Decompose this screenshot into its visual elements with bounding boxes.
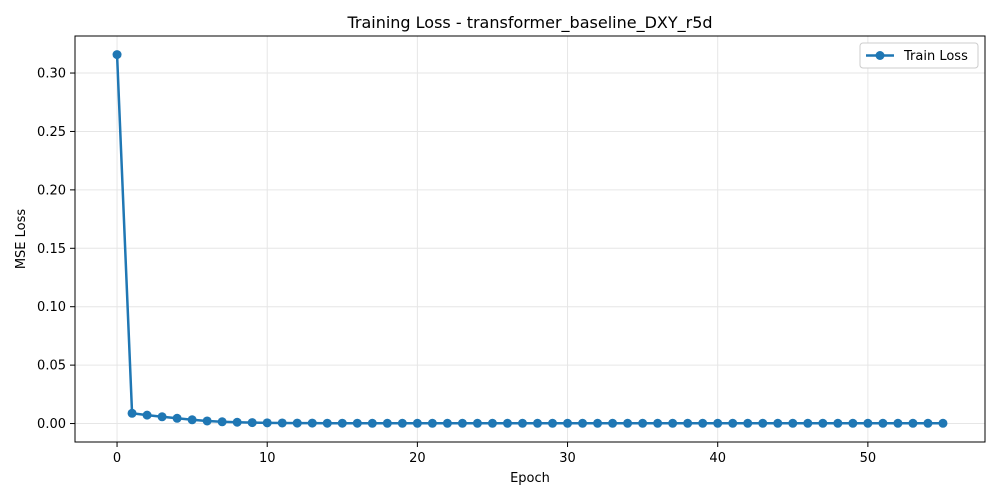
legend-box bbox=[859, 42, 979, 69]
data-point bbox=[172, 413, 182, 423]
y-tick-label: 0.15 bbox=[37, 242, 66, 257]
x-tick-label: 10 bbox=[259, 451, 276, 466]
data-point bbox=[412, 418, 422, 428]
data-point bbox=[683, 418, 693, 428]
data-point bbox=[442, 418, 452, 428]
data-point bbox=[472, 418, 482, 428]
x-tick-label: 0 bbox=[113, 451, 121, 466]
x-tick-label: 50 bbox=[860, 451, 877, 466]
data-point bbox=[923, 418, 933, 428]
data-point bbox=[307, 418, 317, 428]
data-point bbox=[187, 415, 197, 425]
data-point bbox=[938, 418, 948, 428]
data-point bbox=[112, 50, 122, 60]
data-point bbox=[578, 418, 588, 428]
y-axis-label: MSE Loss bbox=[14, 209, 29, 270]
y-tick-label: 0.00 bbox=[37, 417, 66, 432]
data-point bbox=[743, 418, 753, 428]
chart-title: Training Loss - transformer_baseline_DXY… bbox=[346, 13, 712, 33]
data-point bbox=[247, 418, 257, 428]
x-tick-label: 30 bbox=[559, 451, 576, 466]
data-point bbox=[818, 418, 828, 428]
data-point bbox=[698, 418, 708, 428]
data-point bbox=[367, 418, 377, 428]
series-layer bbox=[112, 50, 948, 428]
data-point bbox=[142, 410, 152, 420]
data-point bbox=[563, 418, 573, 428]
tick-layer: 0 10 20 30 40 50 0.00 0.05 0.10 0.15 0.20 0.25 0.30 bbox=[37, 67, 876, 466]
data-point bbox=[202, 416, 212, 426]
data-point bbox=[262, 418, 272, 428]
y-tick-label: 0.30 bbox=[37, 67, 66, 82]
data-point bbox=[833, 418, 843, 428]
data-point bbox=[593, 418, 603, 428]
x-axis-label: Epoch bbox=[510, 471, 550, 486]
data-point bbox=[502, 418, 512, 428]
data-point bbox=[337, 418, 347, 428]
data-point bbox=[127, 408, 137, 418]
data-point bbox=[638, 418, 648, 428]
data-point bbox=[457, 418, 467, 428]
data-point bbox=[232, 417, 242, 427]
data-point bbox=[773, 418, 783, 428]
legend-entry-train-loss: Train Loss bbox=[903, 49, 968, 64]
data-point bbox=[397, 418, 407, 428]
data-point bbox=[487, 418, 497, 428]
data-point bbox=[427, 418, 437, 428]
data-point bbox=[322, 418, 332, 428]
data-point bbox=[608, 418, 618, 428]
data-point bbox=[653, 418, 663, 428]
legend-marker-swatch bbox=[875, 51, 885, 60]
data-point bbox=[548, 418, 558, 428]
data-point bbox=[382, 418, 392, 428]
data-point bbox=[533, 418, 543, 428]
data-point bbox=[848, 418, 858, 428]
data-point bbox=[352, 418, 362, 428]
data-point bbox=[803, 418, 813, 428]
data-point bbox=[908, 418, 918, 428]
data-point bbox=[157, 412, 167, 422]
data-point bbox=[893, 418, 903, 428]
y-tick-label: 0.25 bbox=[37, 125, 66, 140]
y-tick-label: 0.05 bbox=[37, 359, 66, 374]
data-point bbox=[713, 418, 723, 428]
data-point bbox=[517, 418, 527, 428]
data-point bbox=[668, 418, 678, 428]
data-point bbox=[277, 418, 287, 428]
data-point bbox=[758, 418, 768, 428]
y-tick-label: 0.20 bbox=[37, 183, 66, 198]
data-point bbox=[788, 418, 798, 428]
data-point bbox=[623, 418, 633, 428]
plot-frame bbox=[74, 35, 986, 443]
x-tick-label: 20 bbox=[409, 451, 426, 466]
data-point bbox=[728, 418, 738, 428]
x-tick-label: 40 bbox=[709, 451, 726, 466]
y-tick-label: 0.10 bbox=[37, 300, 66, 315]
data-point bbox=[292, 418, 302, 428]
data-point bbox=[863, 418, 873, 428]
legend: Train Loss bbox=[859, 42, 979, 69]
data-point bbox=[878, 418, 888, 428]
data-point bbox=[217, 417, 227, 427]
